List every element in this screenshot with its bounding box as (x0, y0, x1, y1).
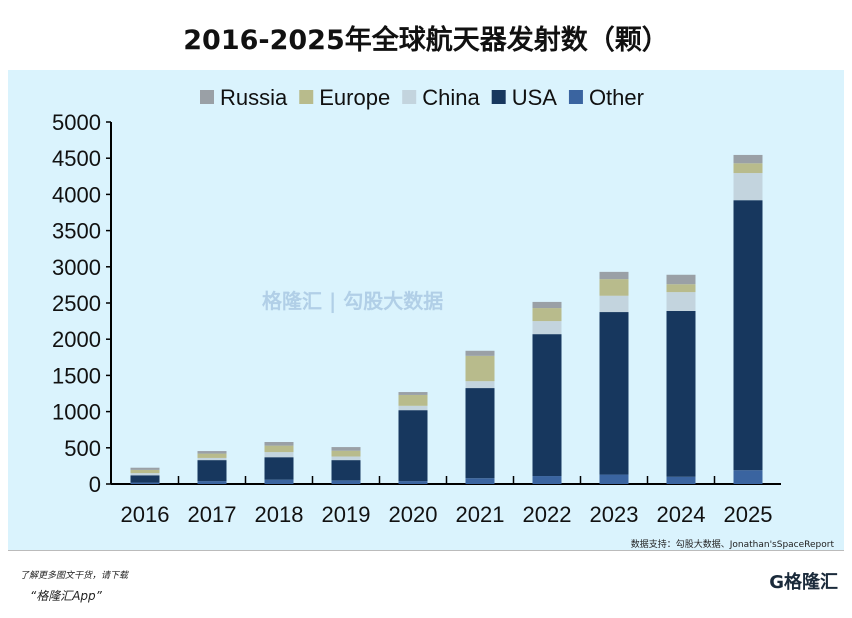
bar-china-2016 (130, 473, 160, 476)
bar-europe-2021 (465, 355, 495, 382)
stacked-bar-chart: 0 500 1000 1500 2000 2500 3000 3500 4000 4500 5000… (52, 85, 781, 527)
chart-panel: 0 500 1000 1500 2000 2500 3000 3500 4000 4500 5000… (8, 70, 844, 550)
bar-russia-2025 (733, 154, 763, 164)
y-tick-label: 1500 (52, 363, 101, 388)
bar-other-2019 (331, 480, 361, 484)
x-tick-label: 2017 (188, 502, 237, 527)
bar-china-2024 (666, 292, 696, 311)
bar-usa-2025 (733, 200, 763, 471)
bar-russia-2024 (666, 274, 696, 285)
bar-other-2024 (666, 476, 696, 484)
legend-label-other: Other (589, 85, 644, 110)
bar-usa-2016 (130, 475, 160, 483)
x-tick-label: 2023 (590, 502, 639, 527)
legend-label-china: China (422, 85, 480, 110)
bar-usa-2022 (532, 334, 562, 477)
bar-china-2023 (599, 295, 629, 313)
brand-logo: G格隆汇 (769, 572, 838, 593)
bar-usa-2017 (197, 460, 227, 482)
bar-russia-2017 (197, 451, 227, 454)
bar-russia-2021 (465, 350, 495, 356)
bar-russia-2019 (331, 447, 361, 451)
x-tick-label: 2018 (255, 502, 304, 527)
y-tick-label: 3500 (52, 219, 101, 244)
bar-china-2018 (264, 452, 294, 458)
bar-usa-2019 (331, 460, 361, 481)
bar-usa-2020 (398, 410, 428, 482)
x-tick-label: 2022 (523, 502, 572, 527)
legend-label-usa: USA (512, 85, 558, 110)
bar-europe-2017 (197, 453, 227, 458)
bar-china-2020 (398, 405, 428, 411)
y-tick-label: 3000 (52, 255, 101, 280)
bar-europe-2024 (666, 284, 696, 293)
y-tick-label: 4000 (52, 182, 101, 207)
y-tick-label: 1000 (52, 400, 101, 425)
bar-china-2021 (465, 381, 495, 389)
bar-other-2021 (465, 478, 495, 484)
bar-russia-2023 (599, 271, 629, 280)
legend-swatch-europe (299, 90, 314, 104)
bar-china-2022 (532, 321, 562, 335)
chart-title: 2016-2025年全球航天器发射数（颗） (183, 25, 669, 56)
bar-other-2017 (197, 481, 227, 484)
x-tick-label: 2024 (657, 502, 706, 527)
bar-other-2018 (264, 479, 294, 484)
bar-europe-2020 (398, 394, 428, 406)
bar-europe-2018 (264, 445, 294, 453)
data-source: 数据支持：勾股大数据、Jonathan'sSpaceReport (630, 540, 834, 550)
y-tick-label: 0 (89, 472, 101, 497)
bar-europe-2022 (532, 308, 562, 322)
bar-china-2025 (733, 173, 763, 201)
watermark: 格隆汇 | 勾股大数据 (262, 289, 444, 313)
legend-swatch-russia (200, 90, 214, 104)
x-tick-label: 2021 (456, 502, 505, 527)
bar-europe-2023 (599, 279, 629, 296)
legend-label-europe: Europe (319, 85, 390, 110)
legend-swatch-usa (491, 90, 506, 104)
y-tick-label: 2000 (52, 327, 101, 352)
x-tick-label: 2016 (121, 502, 170, 527)
bar-usa-2023 (599, 312, 629, 475)
promo-text: 了解更多图文干货，请下载 (20, 571, 129, 581)
y-tick-label: 5000 (52, 110, 101, 135)
x-tick-label: 2025 (724, 502, 773, 527)
bar-russia-2018 (264, 442, 294, 446)
bar-usa-2021 (465, 388, 495, 479)
bar-europe-2019 (331, 450, 361, 457)
bar-other-2022 (532, 476, 562, 484)
bar-usa-2024 (666, 310, 696, 477)
bar-europe-2025 (733, 163, 763, 174)
y-tick-label: 2500 (52, 291, 101, 316)
x-tick-label: 2020 (389, 502, 438, 527)
bar-russia-2022 (532, 301, 562, 309)
bar-europe-2016 (130, 469, 160, 474)
bar-china-2017 (197, 457, 227, 461)
bar-usa-2018 (264, 457, 294, 480)
y-tick-label: 500 (64, 436, 101, 461)
bar-russia-2016 (130, 467, 160, 470)
legend-label-russia: Russia (220, 85, 288, 110)
legend-swatch-other (568, 90, 583, 104)
bar-china-2019 (331, 456, 361, 461)
bar-other-2016 (130, 482, 160, 484)
divider (8, 550, 844, 551)
legend-swatch-china (402, 90, 417, 104)
bar-other-2023 (599, 474, 629, 484)
bar-other-2025 (733, 470, 763, 484)
bar-russia-2020 (398, 392, 428, 395)
y-tick-label: 4500 (52, 146, 101, 171)
x-tick-label: 2019 (322, 502, 371, 527)
promo-app-name: “格隆汇App” (30, 589, 102, 603)
bar-other-2020 (398, 481, 428, 484)
